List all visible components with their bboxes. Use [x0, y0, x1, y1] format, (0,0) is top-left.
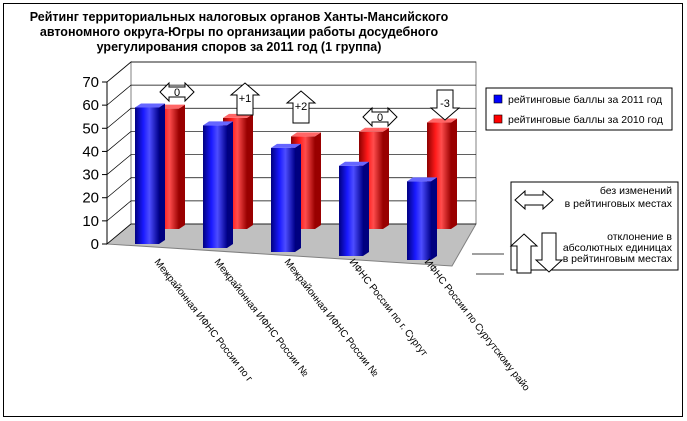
x-tick-label: ИФНС России по Сургутскому райо	[422, 257, 532, 394]
bar-2011-top	[339, 161, 369, 166]
bar-2011-side	[295, 143, 301, 252]
bar-2011-side	[431, 177, 437, 260]
annotation-no-change-label: в рейтинговых местах	[565, 198, 673, 210]
bar-2011-side	[227, 121, 233, 248]
gridline	[106, 107, 476, 129]
annotation-no-change-label: без изменений	[600, 185, 672, 197]
legend-label: рейтинговые баллы за 2011 год	[508, 94, 662, 106]
legend-swatch	[493, 94, 503, 104]
rank-arrow	[362, 106, 398, 128]
bar-2010-top	[359, 127, 389, 132]
bar-2011-top	[203, 121, 233, 126]
annotation-deviation-label: абсолютных единицах	[563, 242, 673, 254]
rank-arrow	[159, 81, 195, 103]
bar-2011	[271, 147, 295, 252]
gridline	[106, 61, 476, 83]
bar-2010-side	[179, 104, 185, 229]
y-tick-label: 10	[82, 213, 99, 230]
bar-2010-top	[291, 132, 321, 137]
bar-chart: 0 10 20 30 40 50 60 70 0 +1 +2 0 -3 Межрайонная ИФН…	[82, 60, 679, 394]
bar-2010-side	[451, 118, 457, 229]
rank-arrow	[285, 90, 317, 124]
rank-change-label: -3	[440, 98, 450, 110]
bar-2011	[339, 165, 363, 256]
rank-change-label: 0	[377, 112, 383, 124]
bar-2011-top	[271, 143, 301, 148]
annotation-deviation-label: в рейтинговым местах	[563, 253, 673, 265]
up-arrow-icon	[509, 233, 539, 274]
rank-change-label: +2	[295, 101, 308, 113]
y-tick-label: 60	[82, 97, 99, 114]
legend-label: рейтинговые баллы за 2010 год	[508, 114, 663, 126]
rank-arrow	[429, 89, 461, 121]
y-tick-label: 70	[82, 74, 99, 91]
bar-2010-top	[427, 118, 457, 123]
legend-swatch	[493, 114, 503, 124]
bar-2011-side	[363, 161, 369, 256]
bars	[135, 103, 457, 260]
y-tick-label: 50	[82, 120, 99, 137]
bar-2010-side	[247, 113, 253, 229]
bar-2011	[203, 125, 227, 248]
side-wall	[106, 60, 132, 246]
bar-2011	[135, 107, 159, 244]
y-tick-label: 40	[82, 143, 99, 160]
chart-title: Рейтинг территориальных налоговых органо…	[29, 10, 449, 54]
bar-2010-side	[315, 132, 321, 229]
chart-frame: Рейтинг территориальных налоговых органо…	[3, 3, 683, 417]
rank-change-label: 0	[174, 87, 180, 99]
bar-2011	[407, 181, 431, 260]
bar-2011-top	[135, 103, 165, 108]
x-axis-labels: Межрайонная ИФНС России по гМежрайонная …	[152, 257, 532, 394]
rank-arrow	[229, 82, 261, 116]
bar-2011-side	[159, 103, 165, 244]
rank-change-arrows: 0 +1 +2 0 -3	[159, 81, 461, 128]
bar-2010-side	[383, 127, 389, 229]
legend: рейтинговые баллы за 2011 год рейтинговые…	[485, 87, 673, 131]
legend-box	[485, 87, 673, 131]
x-tick-label: Межрайонная ИФНС России по г	[152, 257, 255, 384]
y-tick-label: 30	[82, 167, 99, 184]
annotation-deviation-label: отклонение в	[607, 231, 672, 243]
no-change-arrow-icon	[514, 189, 554, 211]
bar-2011-top	[407, 177, 437, 182]
gridline	[106, 84, 476, 106]
rank-change-label: +1	[239, 93, 252, 105]
down-arrow-icon	[534, 232, 564, 273]
y-tick-label: 0	[91, 236, 99, 253]
y-axis: 0 10 20 30 40 50 60 70	[82, 74, 108, 253]
y-tick-label: 20	[82, 190, 99, 207]
